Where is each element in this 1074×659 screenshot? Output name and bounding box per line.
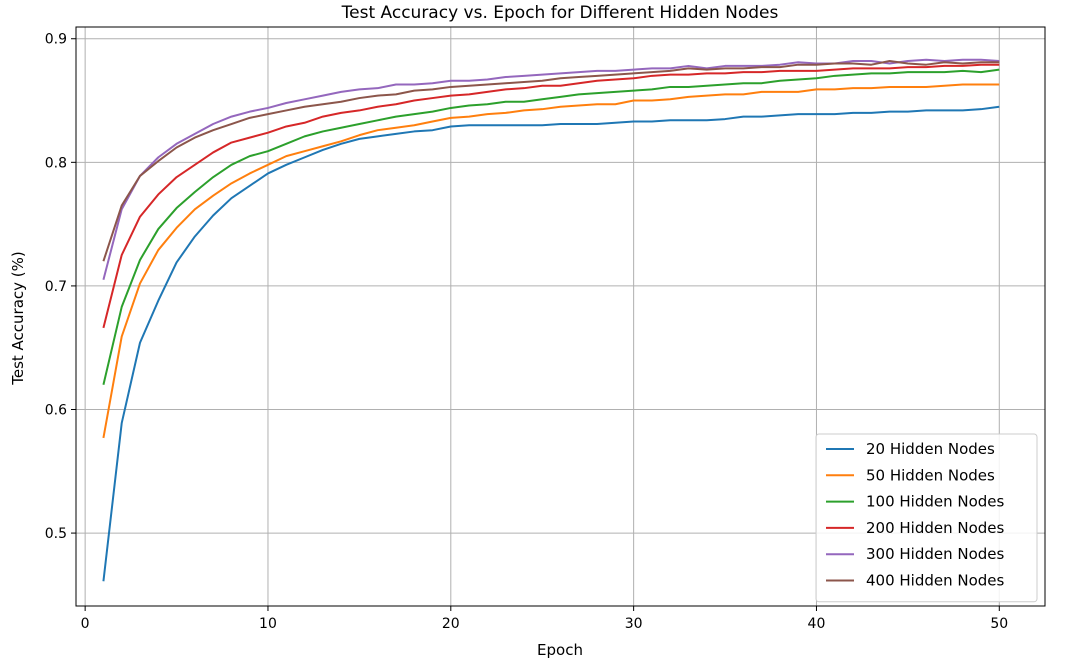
legend-label: 200 Hidden Nodes [866,519,1005,537]
plot-frame [75,26,1046,607]
x-tick-label: 0 [81,616,90,632]
x-tick-label: 30 [625,616,643,632]
legend-label: 300 Hidden Nodes [866,545,1005,563]
y-tick-label: 0.5 [45,526,67,542]
series-lines [102,58,1000,582]
y-axis-label: Test Accuracy (%) [9,251,27,386]
y-tick-label: 0.6 [45,402,67,418]
y-tick-label: 0.8 [45,155,67,171]
series-line-3 [102,68,1000,386]
series-line-2 [102,83,1000,439]
series-line-1 [102,105,1000,582]
chart-title: Test Accuracy vs. Epoch for Different Hi… [341,3,779,23]
series-line-4 [102,63,1000,329]
x-tick-label: 10 [259,616,277,632]
y-axis-ticks: 0.5 0.6 0.7 0.8 0.9 [45,32,76,542]
x-tick-label: 50 [990,616,1008,632]
y-tick-label: 0.9 [45,32,67,48]
series-line-5 [102,58,1000,280]
x-tick-label: 20 [442,616,460,632]
x-axis-ticks: 0 10 20 30 40 50 [81,606,1008,632]
legend: 20 Hidden Nodes 50 Hidden Nodes 100 Hidden… [815,433,1038,603]
legend-label: 50 Hidden Nodes [866,466,995,484]
x-axis-label: Epoch [537,641,583,659]
series-line-6 [102,59,1000,262]
legend-box [815,433,1038,603]
y-tick-label: 0.7 [45,279,67,295]
legend-label: 100 Hidden Nodes [866,493,1005,511]
legend-label: 20 Hidden Nodes [866,440,995,458]
legend-label: 400 Hidden Nodes [866,572,1005,590]
x-tick-label: 40 [808,616,826,632]
